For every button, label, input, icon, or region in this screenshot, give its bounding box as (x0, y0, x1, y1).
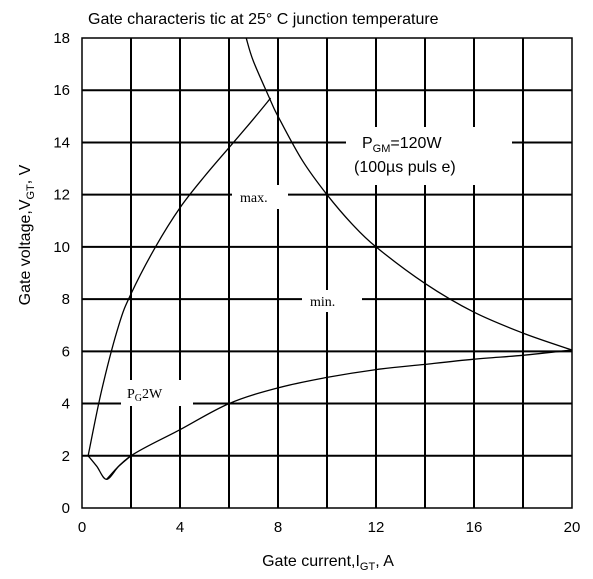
series-line (87, 97, 272, 456)
y-tick-label: 10 (53, 239, 70, 256)
y-tick-label: 14 (53, 134, 70, 151)
x-tick-label: 0 (78, 519, 86, 536)
min-curve-label: min. (310, 295, 335, 310)
x-tick-label: 16 (466, 519, 483, 536)
series-line (245, 37, 573, 351)
y-tick-label: 12 (53, 187, 70, 204)
y-tick-label: 2 (62, 448, 70, 465)
y-tick-label: 4 (62, 396, 70, 413)
max-curve-label: max. (240, 191, 268, 206)
y-tick-label: 0 (62, 500, 70, 517)
x-tick-label: 4 (176, 519, 184, 536)
x-axis-label: Gate current,IGT, A (262, 553, 394, 573)
series-line (106, 349, 573, 480)
curves (87, 37, 573, 480)
x-tick-label: 12 (368, 519, 385, 536)
y-tick-label: 6 (62, 343, 70, 360)
x-tick-label: 8 (274, 519, 282, 536)
y-tick-label: 16 (53, 82, 70, 99)
pg-annotation: PG2W (127, 387, 163, 404)
x-tick-labels: 0 4 8 12 16 20 (78, 519, 581, 536)
pgm-label-box (346, 127, 512, 185)
max-label-box (232, 185, 288, 209)
y-tick-labels: 0 2 4 6 8 10 12 14 16 18 (53, 30, 70, 517)
x-tick-label: 20 (564, 519, 581, 536)
y-axis-label: Gate voltage,VGT, V (17, 164, 37, 305)
y-tick-label: 8 (62, 291, 70, 308)
y-tick-label: 18 (53, 30, 70, 47)
grid-lines (82, 38, 572, 508)
series-line (87, 455, 132, 480)
pgm-pulse-annotation: (100µs puls e) (354, 159, 456, 176)
pgm-annotation: PGM=120W (362, 135, 442, 155)
pg-label-box (121, 380, 193, 406)
min-label-box (302, 290, 362, 312)
plot-frame (81, 37, 573, 509)
chart-title: Gate characteris tic at 25° C junction t… (88, 11, 439, 28)
